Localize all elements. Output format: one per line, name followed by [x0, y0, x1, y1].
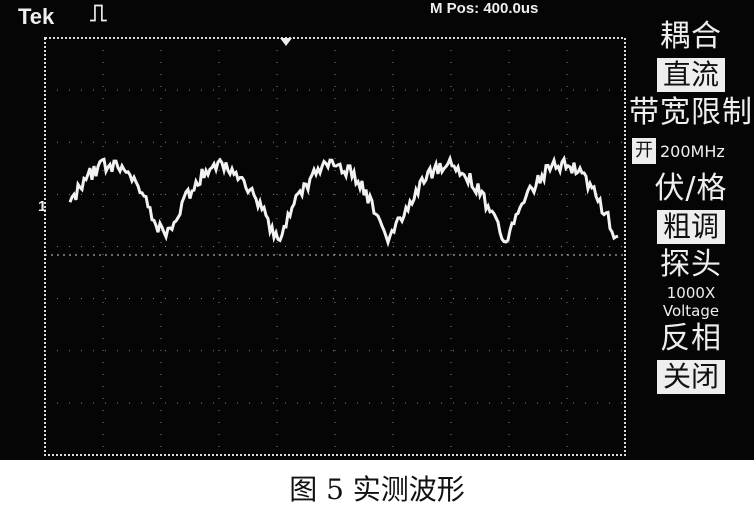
channel-marker: 1: [38, 198, 46, 215]
trigger-position-marker: [280, 38, 292, 46]
vdiv-button[interactable]: 粗调: [657, 210, 725, 244]
probe-type[interactable]: Voltage: [628, 302, 754, 320]
coupling-title: 耦合: [628, 18, 754, 56]
bandwidth-freq: 200MHz: [660, 142, 725, 161]
figure-caption: 图 5 实测波形: [0, 468, 754, 508]
oscilloscope-screen: Tek ⎍ M Pos: 400.0us 1 耦合 直流 带宽限制 开 200M…: [0, 0, 754, 460]
invert-title: 反相: [628, 320, 754, 358]
bandwidth-button[interactable]: 开 200MHz: [628, 136, 754, 166]
pulse-icon: ⎍: [90, 0, 107, 28]
bandwidth-state: 开: [632, 138, 656, 164]
brand-label: Tek: [18, 4, 54, 30]
probe-attenuation[interactable]: 1000X: [628, 284, 754, 302]
invert-button[interactable]: 关闭: [657, 360, 725, 394]
m-pos-readout: M Pos: 400.0us: [430, 0, 538, 17]
bandwidth-title: 带宽限制: [628, 94, 754, 132]
waveform-trace: [70, 159, 618, 243]
channel-menu: 耦合 直流 带宽限制 开 200MHz 伏/格 粗调 探头 1000X Volt…: [628, 18, 754, 396]
vdiv-title: 伏/格: [628, 170, 754, 208]
probe-title: 探头: [628, 246, 754, 284]
coupling-button[interactable]: 直流: [657, 58, 725, 92]
